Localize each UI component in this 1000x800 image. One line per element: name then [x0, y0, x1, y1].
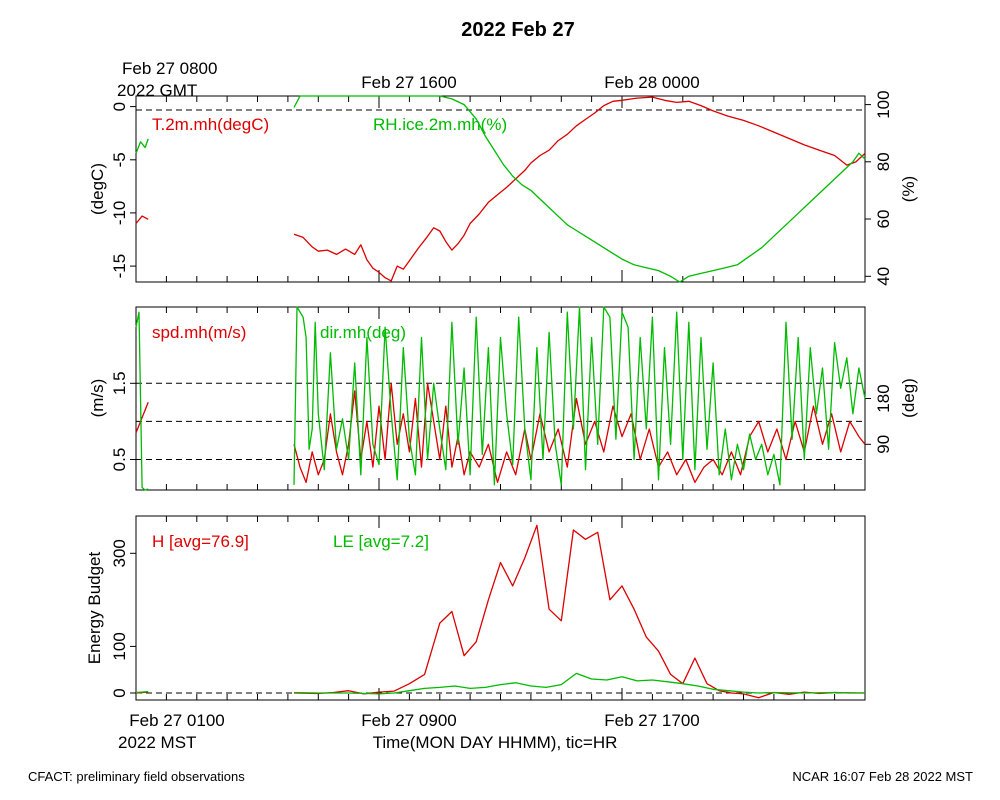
- series-line-1-0: [135, 402, 149, 434]
- panel2-left-ticks: 0.5 1.5: [110, 371, 136, 471]
- panel3-left-axis-label: Energy Budget: [85, 551, 104, 664]
- y-tick-label-right: 80: [874, 152, 893, 171]
- panel1-left-axis-label: (degC): [88, 163, 107, 215]
- panel2-x-ticks: [135, 307, 866, 490]
- panel2-left-axis-label: (m/s): [88, 379, 107, 418]
- series-line-1-1: [293, 306, 866, 486]
- series-line-2-0: [293, 524, 865, 699]
- y-tick-label-left: -10: [110, 201, 129, 226]
- sensible-heat-series-label: H [avg=76.9]: [152, 532, 249, 551]
- y-tick-label-right: 90: [874, 435, 893, 454]
- mst-start-label-line1: Feb 27 0100: [129, 711, 224, 730]
- panel-temperature-humidity: 0 -5 -10 -15 100 80 60 40 T.2m.mh(degC) RH.ice…: [88, 90, 918, 285]
- panel-energy-budget: 0 100 300 H [avg=76.9] LE [avg=7.2] Energy…: [85, 515, 866, 701]
- gmt-start-label-line1: Feb 27 0800: [122, 59, 217, 78]
- panel1-series: [135, 95, 866, 283]
- series-line-0-1: [135, 138, 149, 154]
- chart-title: 2022 Feb 27: [461, 19, 574, 41]
- panel-wind: 0.5 1.5 90 180 spd.mh(m/s) dir.mh(deg) (m/…: [88, 306, 918, 491]
- y-tick-label-right: 100: [874, 90, 893, 118]
- latent-heat-series-label: LE [avg=7.2]: [333, 532, 429, 551]
- series-line-2-1: [135, 690, 149, 694]
- y-tick-label-left: 1.5: [110, 371, 129, 395]
- series-line-0-1: [293, 95, 866, 283]
- panel2-right-axis-label: (deg): [899, 378, 918, 418]
- humidity-series-label: RH.ice.2m.mh(%): [373, 115, 507, 134]
- footer-left: CFACT: preliminary field observations: [28, 769, 245, 784]
- series-line-1-0: [293, 382, 866, 484]
- series-line-1-1: [135, 311, 149, 491]
- panel2-series: [135, 306, 866, 491]
- y-tick-label-left: 300: [110, 539, 129, 567]
- y-tick-label-left: -15: [110, 254, 129, 279]
- panel1-right-ticks: 100 80 60 40: [865, 90, 893, 286]
- temperature-series-label: T.2m.mh(degC): [152, 115, 269, 134]
- y-tick-label-left: 0.5: [110, 448, 129, 472]
- mst-right-label: Feb 27 1700: [604, 711, 699, 730]
- gmt-start-label-line2: 2022 GMT: [117, 81, 197, 100]
- panel1-left-ticks: 0 -5 -10 -15: [110, 102, 136, 279]
- panel3-x-ticks: [135, 516, 866, 700]
- footer-right: NCAR 16:07 Feb 28 2022 MST: [792, 769, 973, 784]
- panel3-left-ticks: 0 100 300: [110, 539, 136, 698]
- series-line-0-0: [135, 215, 149, 224]
- y-tick-label-left: -5: [110, 152, 129, 167]
- gmt-right-label: Feb 28 0000: [604, 73, 699, 92]
- wind-direction-series-label: dir.mh(deg): [320, 323, 406, 342]
- y-tick-label-right: 180: [874, 384, 893, 412]
- y-tick-label-right: 40: [874, 267, 893, 286]
- y-tick-label-right: 60: [874, 210, 893, 229]
- panel3-series: [135, 524, 866, 699]
- wind-speed-series-label: spd.mh(m/s): [152, 323, 246, 342]
- panel1-right-axis-label: (%): [899, 176, 918, 202]
- y-tick-label-left: 100: [110, 632, 129, 660]
- mst-mid-label: Feb 27 0900: [361, 711, 456, 730]
- gmt-mid-label: Feb 27 1600: [361, 73, 456, 92]
- y-tick-label-left: 0: [110, 688, 129, 697]
- x-axis-title: Time(MON DAY HHMM), tic=HR: [373, 733, 618, 752]
- panel2-right-ticks: 90 180: [865, 384, 893, 454]
- panel1-x-ticks: [135, 96, 866, 282]
- panel2-reference-lines: [136, 382, 865, 460]
- y-tick-label-left: 0: [110, 102, 129, 111]
- mst-start-label-line2: 2022 MST: [118, 733, 196, 752]
- series-line-2-1: [293, 672, 866, 695]
